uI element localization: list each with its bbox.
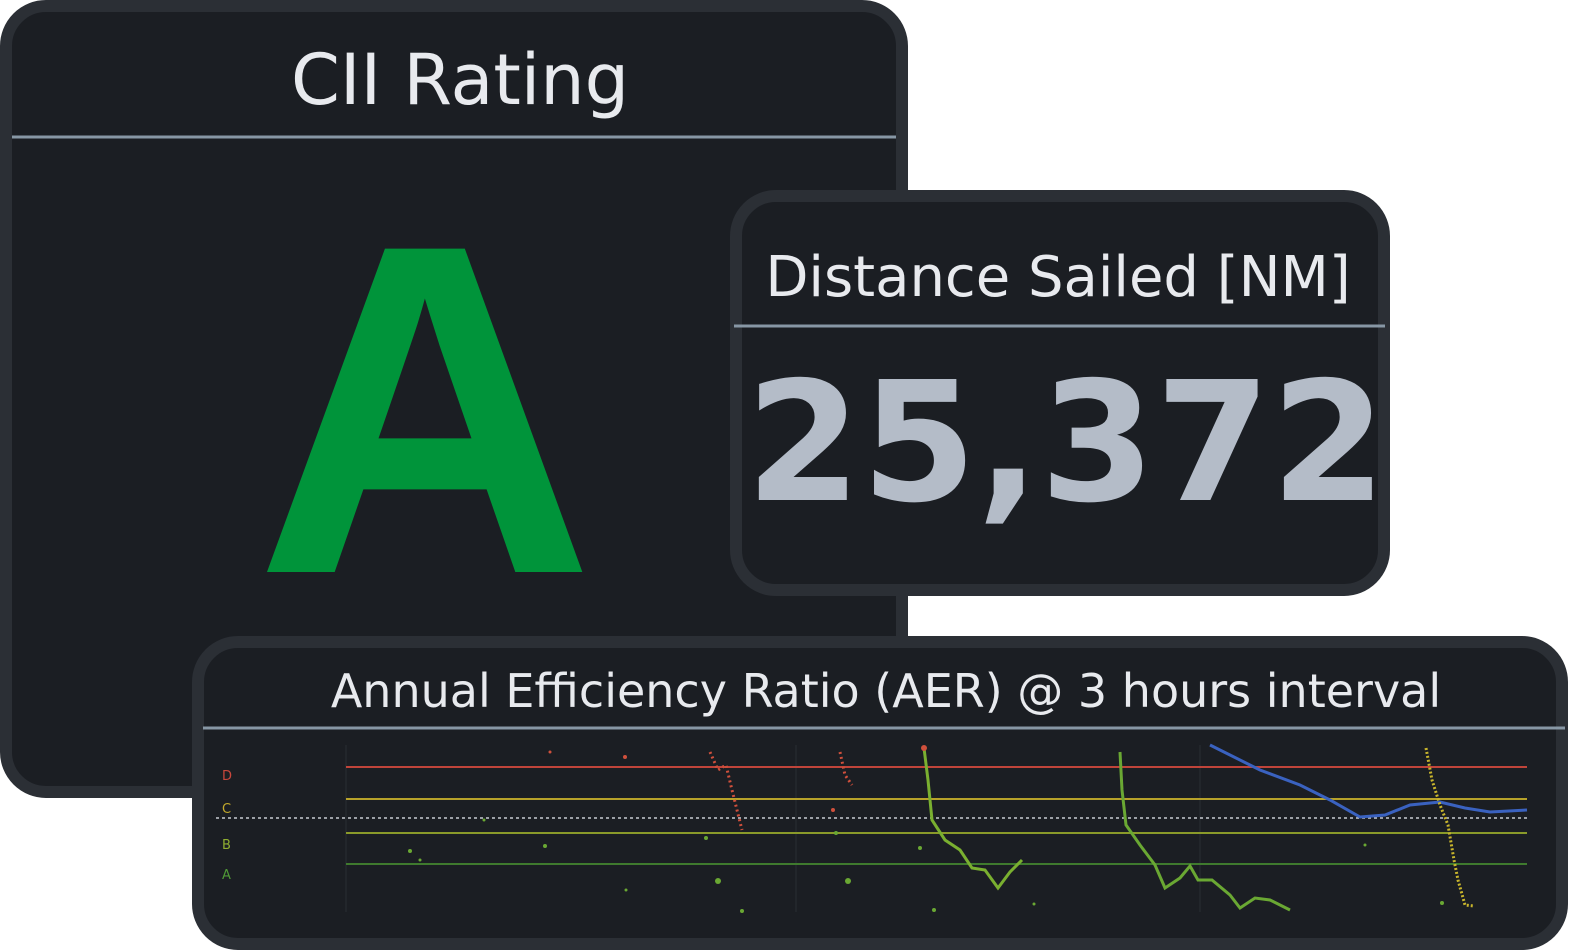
dot <box>1363 843 1367 847</box>
dot <box>932 908 936 912</box>
dot <box>831 808 835 812</box>
band-label: B <box>222 838 231 853</box>
dot <box>418 858 422 862</box>
dot <box>921 745 927 751</box>
dot <box>408 849 412 853</box>
dot <box>845 878 851 884</box>
scatter-dots <box>408 818 1444 913</box>
trace <box>1118 751 1291 912</box>
panel-title: CII Rating <box>291 39 629 121</box>
rating-value: A <box>255 147 594 672</box>
trend-trace <box>1209 743 1528 819</box>
dot <box>548 750 552 754</box>
mini-chart: D C B A <box>216 743 1528 913</box>
dot <box>704 836 708 840</box>
panel-frame <box>192 636 1568 950</box>
aer-panel: Annual Efficiency Ratio (AER) @ 3 hours … <box>192 636 1568 950</box>
trace <box>838 751 854 786</box>
distance-value: 25,372 <box>746 347 1387 540</box>
band-label: D <box>222 769 232 784</box>
panel-title: Annual Efficiency Ratio (AER) @ 3 hours … <box>331 664 1441 718</box>
dot <box>715 878 721 884</box>
distance-panel: Distance Sailed [NM] 25,372 <box>730 190 1390 596</box>
band-label: C <box>222 802 231 817</box>
dot <box>1032 902 1036 906</box>
dot <box>740 909 744 913</box>
cii-panel: CII Rating A <box>0 0 908 798</box>
dot <box>623 755 627 759</box>
dot <box>624 888 628 892</box>
panel-title: Distance Sailed [NM] <box>765 245 1350 310</box>
trace <box>922 747 1024 891</box>
scatter-dots <box>548 745 927 812</box>
dot <box>482 818 486 822</box>
panel-frame <box>730 190 1390 596</box>
dot <box>834 831 838 835</box>
dot <box>1440 901 1444 905</box>
dot <box>543 844 547 848</box>
band-label: A <box>222 868 231 883</box>
trace <box>1424 747 1475 908</box>
dot <box>918 846 922 850</box>
